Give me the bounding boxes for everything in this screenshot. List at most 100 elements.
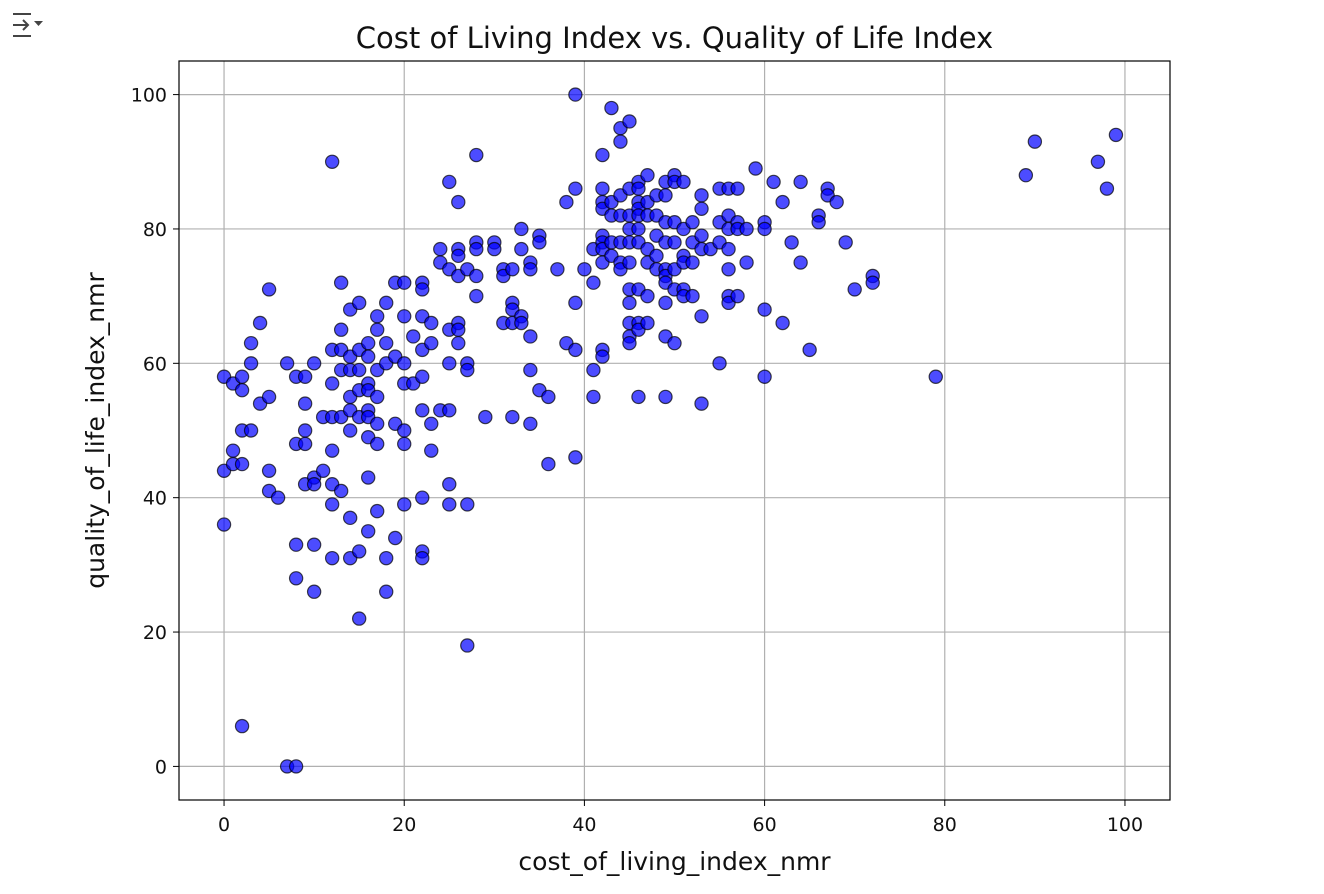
data-point	[297, 369, 313, 384]
data-point	[541, 389, 556, 405]
data-point	[324, 376, 340, 391]
data-point	[306, 356, 322, 371]
data-point	[288, 759, 304, 774]
data-point	[523, 262, 538, 277]
output-collapse-toggle[interactable]	[10, 10, 44, 40]
data-point	[523, 329, 538, 344]
data-point	[667, 235, 682, 250]
data-point	[541, 456, 556, 472]
data-point	[234, 718, 250, 734]
data-point	[469, 241, 484, 257]
data-point	[342, 423, 358, 438]
x-axis-title: cost_of_living_index_nmr	[518, 847, 831, 876]
data-point	[604, 100, 619, 116]
data-point	[595, 181, 610, 196]
data-point	[847, 282, 862, 297]
data-point	[297, 436, 313, 452]
data-point	[243, 423, 259, 438]
data-point	[442, 477, 457, 492]
data-point	[523, 416, 538, 431]
data-point	[451, 335, 466, 351]
data-point	[622, 255, 637, 270]
data-point	[694, 228, 709, 243]
data-point	[757, 302, 772, 317]
data-point	[342, 510, 358, 526]
data-point	[640, 288, 655, 304]
data-point	[351, 611, 367, 626]
data-points	[216, 87, 1124, 774]
data-point	[1090, 154, 1106, 169]
data-point	[829, 194, 844, 210]
data-point	[370, 436, 385, 452]
data-point	[415, 550, 430, 566]
data-point	[379, 584, 394, 599]
data-point	[775, 315, 790, 331]
y-axis-title: quality_of_life_index_nmr	[81, 272, 110, 589]
data-point	[865, 275, 880, 290]
data-point	[360, 349, 376, 364]
data-point	[261, 282, 277, 297]
data-point	[559, 194, 574, 210]
data-point	[676, 174, 691, 190]
x-tick-label: 100	[1107, 814, 1143, 836]
data-point	[370, 416, 385, 431]
data-point	[261, 463, 277, 479]
output-collapse-icon	[13, 13, 43, 37]
data-point	[388, 530, 403, 546]
data-point	[568, 342, 583, 358]
data-point	[487, 241, 502, 257]
data-point	[748, 161, 763, 176]
data-point	[622, 114, 637, 129]
data-point	[757, 369, 772, 384]
data-point	[586, 362, 601, 378]
data-point	[406, 329, 421, 344]
data-point	[379, 335, 394, 351]
data-point	[514, 315, 529, 331]
data-point	[505, 262, 520, 277]
data-point	[523, 362, 538, 378]
data-point	[397, 356, 412, 371]
x-tick-label: 60	[752, 814, 776, 836]
data-point	[469, 147, 484, 163]
data-point	[351, 362, 367, 378]
data-point	[658, 389, 673, 405]
data-point	[333, 322, 349, 337]
data-point	[478, 409, 493, 425]
data-point	[442, 497, 457, 512]
data-point	[234, 382, 250, 398]
data-point	[811, 215, 826, 230]
data-point	[622, 335, 637, 351]
data-point	[766, 174, 781, 190]
data-point	[225, 443, 241, 458]
data-point	[297, 396, 313, 411]
data-point	[802, 342, 817, 358]
data-point	[433, 241, 448, 257]
data-point	[297, 423, 313, 438]
plot-area	[178, 60, 1171, 801]
data-point	[288, 571, 304, 586]
data-point	[460, 638, 475, 653]
data-point	[424, 315, 439, 331]
data-point	[306, 584, 322, 599]
data-point	[351, 295, 367, 311]
data-point	[360, 335, 376, 351]
data-point	[379, 550, 394, 566]
data-point	[370, 322, 385, 337]
data-point	[415, 403, 430, 418]
data-point	[415, 369, 430, 384]
chart-title: Cost of Living Index vs. Quality of Life…	[356, 21, 993, 55]
data-point	[234, 369, 250, 384]
data-point	[514, 241, 529, 257]
data-point	[586, 275, 601, 290]
data-point	[397, 423, 412, 438]
data-point	[261, 389, 277, 405]
data-point	[360, 470, 376, 485]
data-point	[1018, 168, 1034, 183]
data-point	[730, 288, 745, 304]
data-point	[379, 295, 394, 311]
data-point	[451, 322, 466, 337]
data-point	[442, 403, 457, 418]
data-point	[216, 517, 232, 532]
data-point	[631, 221, 646, 237]
data-point	[631, 181, 646, 196]
